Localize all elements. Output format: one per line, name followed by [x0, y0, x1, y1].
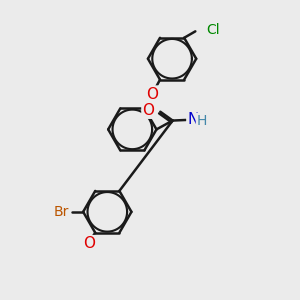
Text: H: H [197, 114, 207, 128]
Text: Br: Br [54, 205, 69, 219]
Text: O: O [83, 236, 95, 251]
Text: N: N [188, 112, 199, 128]
Text: O: O [142, 103, 154, 118]
Text: O: O [146, 87, 158, 102]
Text: Cl: Cl [206, 23, 220, 37]
